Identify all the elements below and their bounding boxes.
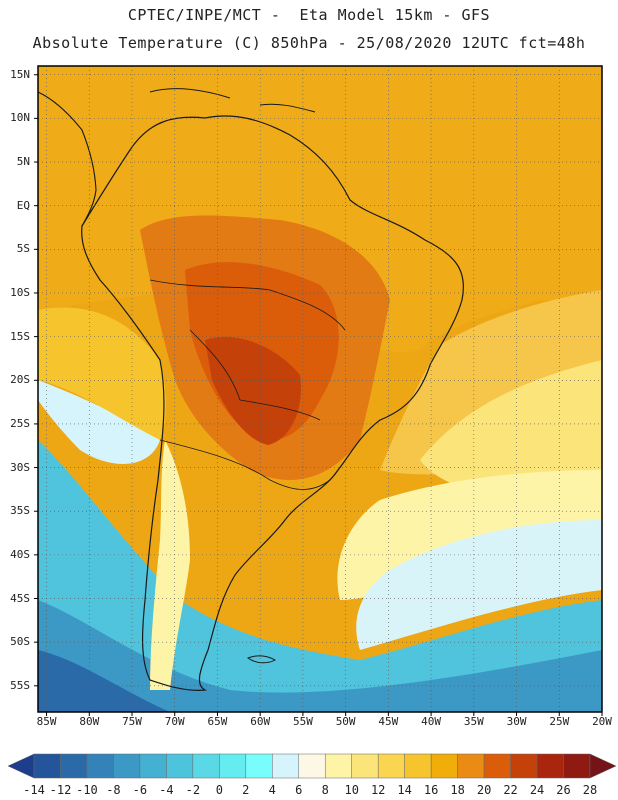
lat-label: 15S [10, 329, 30, 343]
colorbar-level-label: 18 [450, 783, 465, 797]
andes-strip [150, 440, 190, 690]
colorbar-level-label: 16 [423, 783, 439, 797]
colorbar-swatch [33, 753, 61, 779]
lat-label: 5N [16, 155, 30, 169]
lat-label: 30S [10, 460, 30, 474]
colorbar-swatch [272, 753, 300, 779]
colorbar-level-label: 20 [476, 783, 492, 797]
map-canvas [38, 66, 602, 712]
lon-label: 30W [506, 715, 527, 728]
lon-label: 65W [207, 715, 228, 728]
colorbar-low-arrow [7, 753, 35, 779]
colorbar-level-label: 0 [215, 783, 223, 797]
colorbar-swatch [351, 753, 379, 779]
colorbar-swatch [483, 753, 511, 779]
colorbar-level-label: -12 [49, 783, 72, 797]
lat-label: 45S [10, 591, 30, 605]
south-coldest-zone [38, 650, 170, 712]
atlantic-cool-zone [356, 520, 602, 650]
colorbar-level-label: 4 [268, 783, 276, 797]
lon-label: 40W [421, 715, 442, 728]
colorbar-level-label: 2 [242, 783, 250, 797]
lon-label: 45W [378, 715, 399, 728]
colorbar [7, 753, 617, 779]
continent-core-zone [205, 336, 301, 445]
central-america-coastline [38, 91, 97, 227]
lat-label: 10N [10, 111, 30, 125]
south-america-coastline [81, 115, 464, 691]
colorbar-swatch [536, 753, 564, 779]
lon-label: 85W [36, 715, 57, 728]
colorbar-swatch [86, 753, 114, 779]
map-subtitle: Absolute Temperature (C) 850hPa - 25/08/… [32, 34, 586, 52]
colorbar-level-label: 24 [529, 783, 545, 797]
lon-label: 35W [463, 715, 484, 728]
lon-label: 25W [549, 715, 570, 728]
colorbar-swatch [510, 753, 538, 779]
map-title: CPTEC/INPE/MCT - Eta Model 15km - GFS [127, 6, 491, 24]
lat-label: 5S [16, 242, 30, 256]
colorbar-swatch [166, 753, 194, 779]
colorbar-level-label: 6 [295, 783, 303, 797]
map-frame [37, 65, 603, 713]
colorbar-level-label: 12 [370, 783, 386, 797]
colorbar-swatch [563, 753, 591, 779]
lat-label: 15N [10, 67, 30, 81]
colorbar-level-label: 28 [582, 783, 598, 797]
lon-label: 60W [250, 715, 271, 728]
colorbar-swatch [430, 753, 458, 779]
lon-label: 55W [292, 715, 313, 728]
colorbar-swatch [192, 753, 220, 779]
south-colder-zone [38, 600, 602, 712]
colorbar-swatch [139, 753, 167, 779]
south-cold-zone [38, 440, 602, 712]
colorbar-level-label: 10 [344, 783, 359, 797]
colorbar-swatch [377, 753, 405, 779]
colorbar-level-label: -4 [159, 783, 174, 797]
lon-label: 50W [335, 715, 356, 728]
colorbar-level-label: -10 [76, 783, 98, 797]
colorbar-level-label: 8 [321, 783, 329, 797]
lon-label: 20W [592, 715, 612, 728]
colorbar-level-label: 22 [503, 783, 518, 797]
lat-label: 20S [10, 373, 30, 387]
colorbar-level-label: -6 [132, 783, 148, 797]
lat-label: EQ [16, 198, 30, 212]
colorbar-level-label: 14 [397, 783, 412, 797]
colorbar-swatch [404, 753, 432, 779]
lat-label: 35S [10, 504, 30, 518]
lon-label: 70W [164, 715, 185, 728]
lat-label: 55S [10, 678, 30, 692]
colorbar-level-label: -8 [106, 783, 121, 797]
pacific-warm-zone [38, 307, 166, 440]
axis-ticks [34, 74, 603, 716]
lat-label: 50S [10, 635, 30, 649]
colorbar-swatch [324, 753, 352, 779]
colorbar-swatch [60, 753, 88, 779]
lon-label: 75W [122, 715, 142, 728]
lat-label: 10S [10, 285, 30, 299]
colorbar-level-label: -2 [185, 783, 201, 797]
pacific-cool-zone [38, 380, 160, 464]
lat-label: 40S [10, 547, 30, 561]
lon-label: 80W [79, 715, 100, 728]
caribbean-coastline [149, 88, 316, 113]
colorbar-level-label: 26 [556, 783, 571, 797]
colorbar-level-label: -14 [23, 783, 45, 797]
colorbar-swatch [219, 753, 247, 779]
colorbar-swatch [457, 753, 485, 779]
colorbar-swatch [298, 753, 326, 779]
colorbar-high-arrow [589, 753, 617, 779]
falklands-outline [246, 655, 277, 664]
colorbar-swatch [113, 753, 141, 779]
colorbar-swatch [245, 753, 273, 779]
lat-label: 25S [10, 416, 30, 430]
